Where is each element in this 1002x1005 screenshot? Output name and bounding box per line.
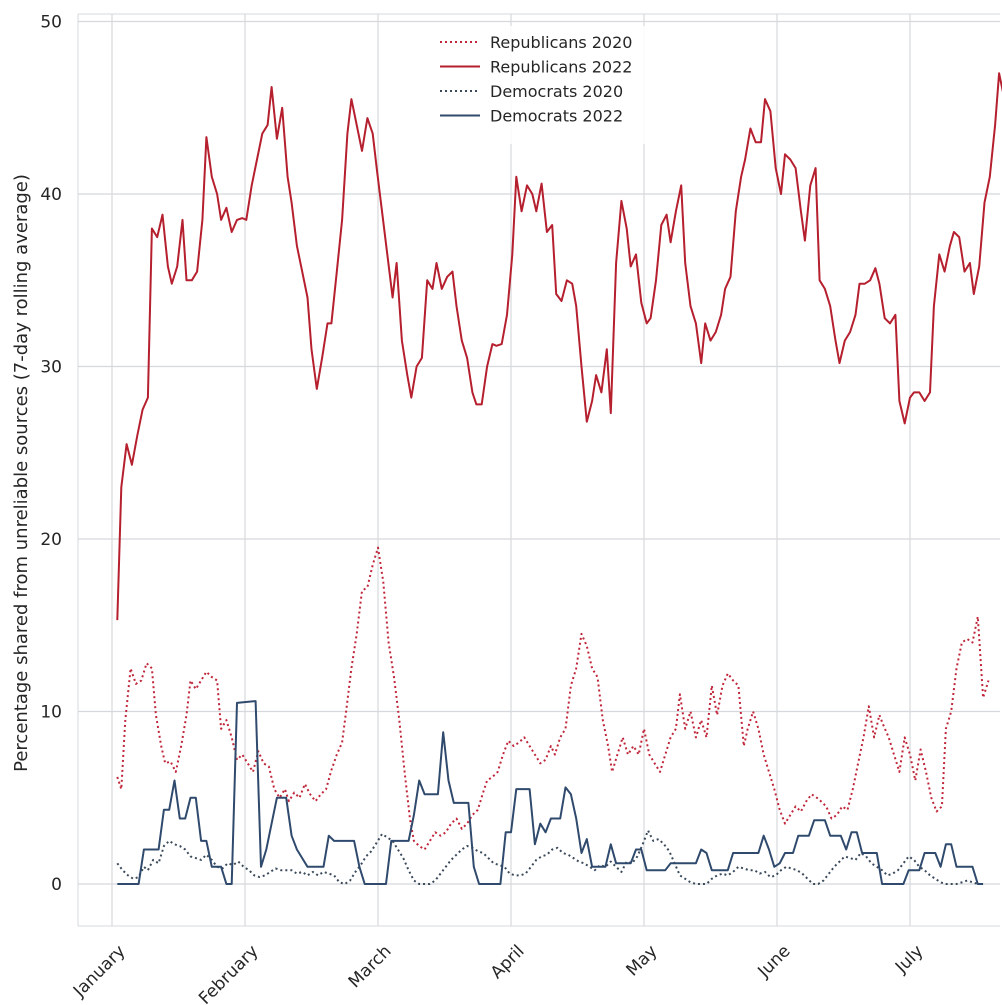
x-axis-ticks: January February March April May June July (69, 941, 927, 1005)
series-layer (116, 72, 1002, 885)
series-line-republicans-2020 (116, 546, 990, 851)
x-tick-label: June (754, 941, 795, 982)
legend-label: Democrats 2022 (490, 107, 623, 126)
x-tick-label: July (891, 941, 927, 977)
y-axis-label: Percentage shared from unreliable source… (11, 174, 32, 772)
x-tick-label: May (623, 941, 662, 980)
series-line-republicans-2022 (116, 72, 1002, 621)
grid (77, 13, 1000, 927)
y-axis-ticks: 0 10 20 30 40 50 (40, 13, 62, 896)
legend-label: Democrats 2020 (490, 82, 623, 101)
legend-box (430, 26, 670, 144)
series-line-democrats-2020 (116, 829, 979, 885)
series-line-democrats-2022 (117, 700, 984, 885)
y-tick-label: 50 (40, 13, 62, 33)
y-tick-label: 40 (40, 185, 62, 205)
x-tick-label: February (195, 941, 262, 1005)
legend-label: Republicans 2020 (490, 33, 632, 52)
legend-label: Republicans 2022 (490, 58, 632, 77)
x-tick-label: March (345, 941, 396, 992)
y-tick-label: 30 (40, 358, 62, 378)
y-tick-label: 10 (40, 703, 62, 723)
x-tick-label: January (69, 941, 129, 1001)
x-tick-label: April (487, 941, 529, 983)
y-tick-label: 0 (51, 875, 62, 895)
y-tick-label: 20 (40, 530, 62, 550)
legend: Republicans 2020 Republicans 2022 Democrat… (430, 26, 670, 144)
